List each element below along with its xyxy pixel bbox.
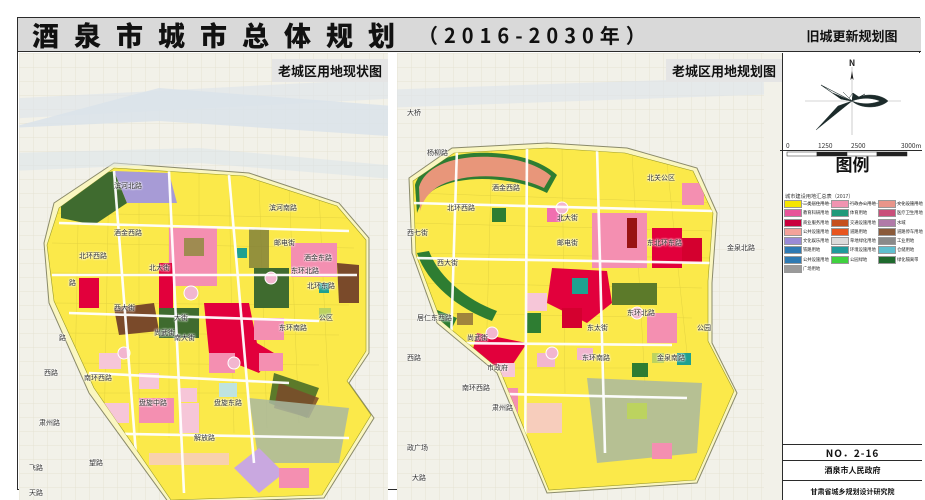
svg-text:3000m: 3000m (901, 141, 921, 150)
svg-text:0: 0 (786, 141, 790, 150)
svg-text:2500: 2500 (851, 141, 866, 150)
svg-text:1250: 1250 (818, 141, 833, 150)
svg-text:N: N (849, 57, 855, 69)
